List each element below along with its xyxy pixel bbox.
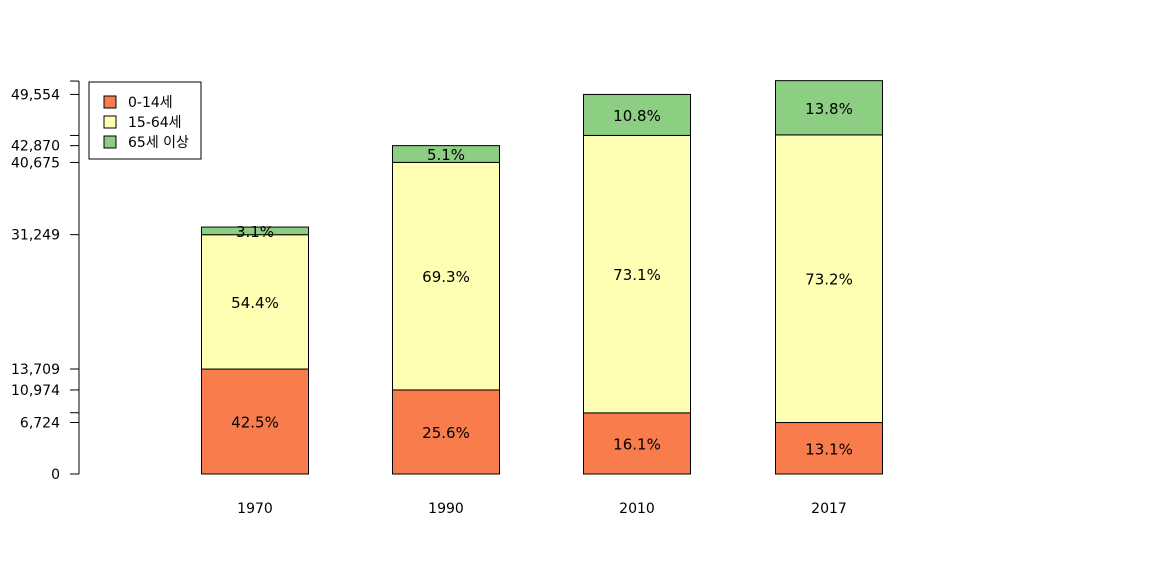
x-category-label: 2017: [811, 501, 847, 517]
bar-segment: [201, 226, 309, 236]
legend-label: 0-14세: [128, 95, 173, 111]
data-label: 54.4%: [231, 294, 279, 312]
y-tick-label: 0: [51, 467, 60, 483]
data-label: 73.1%: [613, 266, 661, 284]
legend-swatch: [103, 115, 117, 129]
legend-swatch: [103, 135, 117, 149]
y-tick-label: 6,724: [20, 415, 60, 431]
bar-segment: [201, 368, 309, 475]
bar-segment: [775, 134, 883, 424]
x-category-label: 1970: [237, 501, 273, 517]
data-label: 3.1%: [236, 223, 274, 241]
bar-segment: [775, 422, 883, 475]
bar-segment: [201, 234, 309, 370]
y-tick-label: 13,709: [11, 362, 60, 378]
legend-label: 65세 이상: [128, 135, 189, 151]
x-category-label: 1990: [428, 501, 464, 517]
y-tick-label: 42,870: [11, 139, 60, 155]
y-tick-label: 31,249: [11, 228, 60, 244]
bar-segment: [583, 134, 691, 414]
legend-swatch: [103, 95, 117, 109]
data-label: 10.8%: [613, 107, 661, 125]
data-label: 69.3%: [422, 268, 470, 286]
data-label: 13.8%: [805, 100, 853, 118]
data-label: 5.1%: [427, 146, 465, 164]
legend-label: 15-64세: [128, 115, 182, 131]
bar-segment: [583, 93, 691, 136]
data-label: 73.2%: [805, 271, 853, 289]
data-label: 13.1%: [805, 440, 853, 458]
y-tick-label: 10,974: [11, 383, 60, 399]
x-category-label: 2010: [619, 501, 655, 517]
data-label: 16.1%: [613, 435, 661, 453]
data-label: 42.5%: [231, 414, 279, 432]
data-label: 25.6%: [422, 424, 470, 442]
bar-segment: [392, 145, 500, 163]
y-tick-label: 40,675: [11, 155, 60, 171]
bar-segment: [775, 80, 883, 136]
y-tick-label: 49,554: [11, 87, 60, 103]
